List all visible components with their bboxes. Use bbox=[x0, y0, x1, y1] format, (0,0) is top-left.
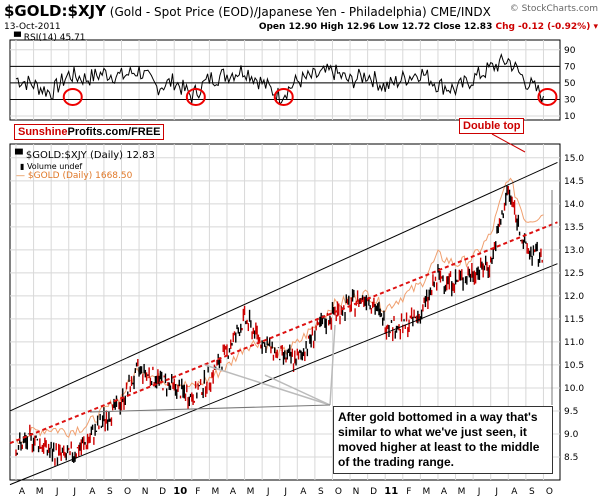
gold-overlay-line bbox=[15, 177, 544, 445]
x-tick-label: J bbox=[72, 487, 76, 497]
x-tick-label: F bbox=[406, 487, 411, 497]
legend-volume-text: Volume undef bbox=[26, 162, 83, 171]
price-tick-label: 14.0 bbox=[564, 200, 584, 210]
close-value: Close 12.83 bbox=[433, 22, 493, 32]
x-tick-label: S bbox=[107, 487, 113, 497]
logo-part-2: Profits.com/FREE bbox=[67, 126, 161, 138]
x-tick-label: M bbox=[458, 487, 466, 497]
legend-overlay-swatch: — bbox=[16, 171, 25, 181]
legend-volume: ▮ Volume undef bbox=[20, 162, 82, 171]
x-tick-label: F bbox=[195, 487, 200, 497]
price-tick-label: 15.0 bbox=[564, 154, 584, 164]
x-tick-label: S bbox=[318, 487, 324, 497]
middle-trend-line bbox=[9, 221, 558, 445]
channel-line bbox=[9, 263, 558, 486]
price-tick-label: 12.0 bbox=[564, 292, 584, 302]
x-tick-label: N bbox=[142, 487, 149, 497]
volume-bars-icon: ▮ bbox=[20, 162, 25, 171]
x-tick-label: N bbox=[353, 487, 360, 497]
rsi-tick-label: 30 bbox=[564, 95, 576, 105]
x-tick-label: J bbox=[55, 487, 59, 497]
price-tick-label: 11.5 bbox=[564, 315, 584, 325]
price-tick-label: 10.0 bbox=[564, 384, 584, 394]
price-tick-label: 9.5 bbox=[564, 407, 578, 417]
x-tick-label: D bbox=[159, 487, 166, 497]
annotation-pointer bbox=[264, 374, 331, 406]
legend-main: ▀ $GOLD:$XJY (Daily) 12.83 bbox=[15, 150, 155, 161]
x-tick-label: O bbox=[546, 487, 553, 497]
ticker-description: (Gold - Spot Price (EOD)/Japanese Yen - … bbox=[109, 5, 427, 19]
low-value: Low 12.72 bbox=[378, 22, 431, 32]
rsi-low-circle bbox=[273, 87, 294, 106]
price-tick-label: 13.0 bbox=[564, 246, 584, 256]
high-value: High 12.96 bbox=[320, 22, 376, 32]
rsi-low-circle bbox=[62, 87, 83, 106]
ohlc-readout: Open 12.90 High 12.96 Low 12.72 Close 12… bbox=[259, 22, 598, 32]
rsi-tick-label: 90 bbox=[564, 46, 576, 56]
x-tick-label: O bbox=[335, 487, 342, 497]
x-tick-label: S bbox=[529, 487, 535, 497]
x-tick-label: M bbox=[247, 487, 255, 497]
x-tick-label: M bbox=[422, 487, 430, 497]
x-tick-label: A bbox=[441, 487, 448, 497]
rsi-legend-text: RSI(14) 45.71 bbox=[23, 33, 86, 43]
logo-part-1: Sunshine bbox=[18, 126, 68, 138]
annotation-note: After gold bottomed in a way that's simi… bbox=[333, 406, 553, 474]
rsi-low-circle bbox=[537, 87, 558, 106]
x-tick-label: M bbox=[36, 487, 44, 497]
x-tick-label: D bbox=[370, 487, 377, 497]
price-tick-label: 12.5 bbox=[564, 269, 584, 279]
x-tick-label: O bbox=[124, 487, 131, 497]
price-tick-label: 11.0 bbox=[564, 338, 584, 348]
annotation-pointer bbox=[89, 404, 331, 413]
annotation-pointer bbox=[204, 364, 331, 406]
x-tick-label: A bbox=[89, 487, 96, 497]
x-tick-label: A bbox=[19, 487, 26, 497]
rsi-panel-frame bbox=[9, 39, 561, 121]
price-tick-label: 13.5 bbox=[564, 223, 584, 233]
x-tick-label: A bbox=[511, 487, 518, 497]
exchange-label: CME/INDX bbox=[430, 5, 491, 19]
x-tick-label: A bbox=[230, 487, 237, 497]
x-tick-label: M bbox=[212, 487, 220, 497]
x-tick-label: J bbox=[266, 487, 270, 497]
rsi-tick-label: 70 bbox=[564, 62, 576, 72]
double-top-label: Double top bbox=[459, 118, 525, 134]
legend-overlay: — $GOLD (Daily) 1668.50 bbox=[16, 171, 132, 181]
sunshine-profits-logo[interactable]: SunshineProfits.com/FREE bbox=[14, 124, 165, 140]
caret-down-icon: ▾ bbox=[593, 22, 598, 32]
price-tick-label: 10.5 bbox=[564, 361, 584, 371]
date-label: 13-Oct-2011 bbox=[4, 22, 61, 32]
x-tick-label: J bbox=[477, 487, 481, 497]
rsi-tick-label: 10 bbox=[564, 112, 576, 122]
rsi-tick-label: 50 bbox=[564, 79, 576, 89]
annotation-pointer bbox=[329, 324, 336, 406]
x-tick-label: 11 bbox=[384, 486, 398, 497]
price-tick-label: 8.5 bbox=[564, 453, 578, 463]
x-tick-label: J bbox=[494, 487, 498, 497]
channel-line bbox=[9, 161, 558, 412]
rsi-label: ▀ RSI(14) 45.71 bbox=[14, 33, 86, 43]
change-value: Chg -0.12 (-0.92%) bbox=[495, 22, 591, 32]
x-tick-label: 10 bbox=[173, 486, 187, 497]
legend-main-swatch: ▀ bbox=[15, 150, 23, 161]
price-tick-label: 9.0 bbox=[564, 430, 579, 440]
ticker-label: $GOLD:$XJY bbox=[4, 2, 106, 20]
x-tick-label: J bbox=[283, 487, 287, 497]
legend-main-text: $GOLD:$XJY (Daily) 12.83 bbox=[25, 150, 155, 161]
chart-title: $GOLD:$XJY (Gold - Spot Price (EOD)/Japa… bbox=[4, 2, 491, 20]
brand-credit: © StockCharts.com bbox=[509, 4, 598, 14]
rsi-legend-swatch: ▀ bbox=[14, 33, 21, 43]
x-tick-label: A bbox=[300, 487, 307, 497]
price-tick-label: 14.5 bbox=[564, 177, 584, 187]
double-top-pointer bbox=[491, 133, 526, 153]
rsi-low-circle bbox=[185, 87, 206, 106]
open-value: Open 12.90 bbox=[258, 22, 318, 32]
legend-overlay-text: $GOLD (Daily) 1668.50 bbox=[27, 171, 133, 181]
